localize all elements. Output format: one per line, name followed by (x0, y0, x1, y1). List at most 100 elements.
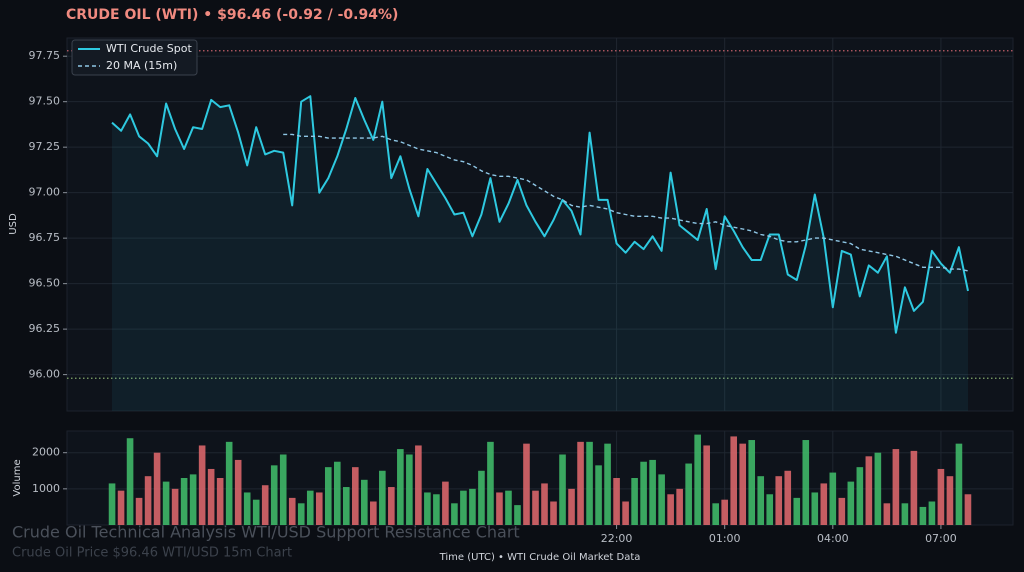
volume-bar (820, 483, 828, 525)
volume-bar (117, 490, 125, 525)
volume-bar (406, 454, 413, 525)
volume-bar (216, 478, 224, 525)
volume-bar (757, 476, 765, 525)
volume-y-tick-label: 1000 (32, 482, 60, 495)
volume-bar (586, 441, 593, 525)
volume-bar (243, 492, 251, 525)
volume-bar (207, 468, 215, 525)
volume-bar (703, 445, 710, 525)
volume-bar (532, 490, 539, 525)
volume-bar (685, 463, 692, 525)
x-tick-label: 01:00 (709, 532, 741, 545)
volume-bar (694, 434, 701, 525)
plot-layer: 96.00 96.25 96.50 96.75 97.00 97.25 97.50 97.75… (29, 38, 1013, 545)
x-tick-label: 04:00 (817, 532, 849, 545)
volume-bar (198, 445, 206, 525)
chart-title: CRUDE OIL (WTI) • $96.46 (-0.92 / -0.94%… (66, 7, 398, 23)
volume-bar (397, 449, 404, 525)
x-tick-label: 07:00 (925, 532, 957, 545)
volume-bar (442, 481, 449, 525)
watermark-subtitle: Crude Oil Price $96.46 WTI/USD 15m Chart (12, 546, 292, 561)
volume-bar (162, 481, 170, 525)
volume-bar (333, 461, 341, 525)
legend-label: 20 MA (15m) (106, 59, 177, 72)
volume-bar (180, 478, 188, 525)
volume-bar (892, 449, 900, 525)
volume-bar (865, 456, 873, 525)
volume-bar (730, 436, 738, 525)
x-tick-label: 22:00 (601, 532, 633, 545)
volume-bar (748, 440, 756, 525)
volume-bar (487, 441, 494, 525)
volume-bar (577, 441, 584, 525)
volume-bar (928, 501, 936, 525)
volume-bar (568, 488, 575, 525)
y-tick-label: 97.00 (29, 186, 61, 199)
volume-bar (721, 499, 728, 525)
legend-label: WTI Crude Spot (106, 42, 192, 55)
volume-bar (361, 479, 368, 525)
y-tick-label: 97.75 (29, 49, 61, 62)
watermark-title: Crude Oil Technical Analysis WTI/USD Sup… (12, 523, 520, 542)
volume-bar (496, 492, 503, 525)
volume-bar (874, 452, 882, 525)
volume-bar (712, 503, 719, 525)
y-tick-label: 96.25 (29, 322, 61, 335)
legend-box (71, 39, 198, 76)
volume-bar (379, 470, 386, 525)
volume-bar (550, 501, 557, 525)
volume-panel (66, 430, 1014, 526)
volume-bar (784, 470, 792, 525)
volume-bar (252, 499, 260, 525)
volume-bar (946, 476, 954, 525)
y-tick-label: 96.75 (29, 231, 61, 244)
volume-bar (739, 443, 747, 525)
volume-bar (793, 497, 801, 525)
volume-bar (676, 488, 683, 525)
price-area (112, 96, 968, 411)
volume-bar (559, 454, 566, 525)
volume-bar (631, 478, 638, 525)
x-axis-label: Time (UTC) • WTI Crude Oil Market Data (439, 552, 641, 563)
volume-bar (451, 503, 458, 525)
volume-bar (658, 474, 665, 525)
volume-bar (613, 478, 620, 525)
volume-bar (829, 472, 837, 525)
volume-bar (370, 501, 377, 525)
volume-bar (604, 443, 611, 525)
volume-bar (838, 497, 846, 525)
volume-bar (937, 468, 945, 525)
volume-bar (919, 506, 927, 525)
volume-bar (135, 497, 143, 525)
volume-bar (460, 490, 467, 525)
volume-bar (802, 440, 810, 525)
y-tick-label: 97.25 (29, 140, 61, 153)
volume-bar (424, 492, 431, 525)
volume-bar (478, 470, 485, 525)
volume-bar (523, 443, 530, 525)
y-tick-label: 96.50 (29, 277, 61, 290)
volume-bar (306, 490, 314, 525)
volume-bar (883, 503, 891, 525)
volume-bar (315, 492, 323, 525)
volume-bar (270, 465, 278, 525)
volume-bar (297, 503, 305, 525)
volume-bar (108, 483, 116, 525)
volume-bar (856, 467, 864, 525)
price-panel (66, 37, 1014, 412)
volume-bar (775, 476, 783, 525)
volume-bar (279, 454, 287, 525)
volume-bar (433, 494, 440, 525)
series-line (283, 133, 969, 272)
y-tick-label: 97.50 (29, 95, 61, 108)
volume-bar (469, 488, 476, 525)
volume-bar (171, 488, 179, 525)
volume-bar (388, 487, 395, 525)
volume-bar (324, 467, 332, 525)
series-line (111, 95, 969, 334)
volume-bar (910, 450, 918, 525)
volume-bar (126, 438, 134, 525)
volume-bar (225, 441, 233, 525)
volume-bar (288, 497, 296, 525)
